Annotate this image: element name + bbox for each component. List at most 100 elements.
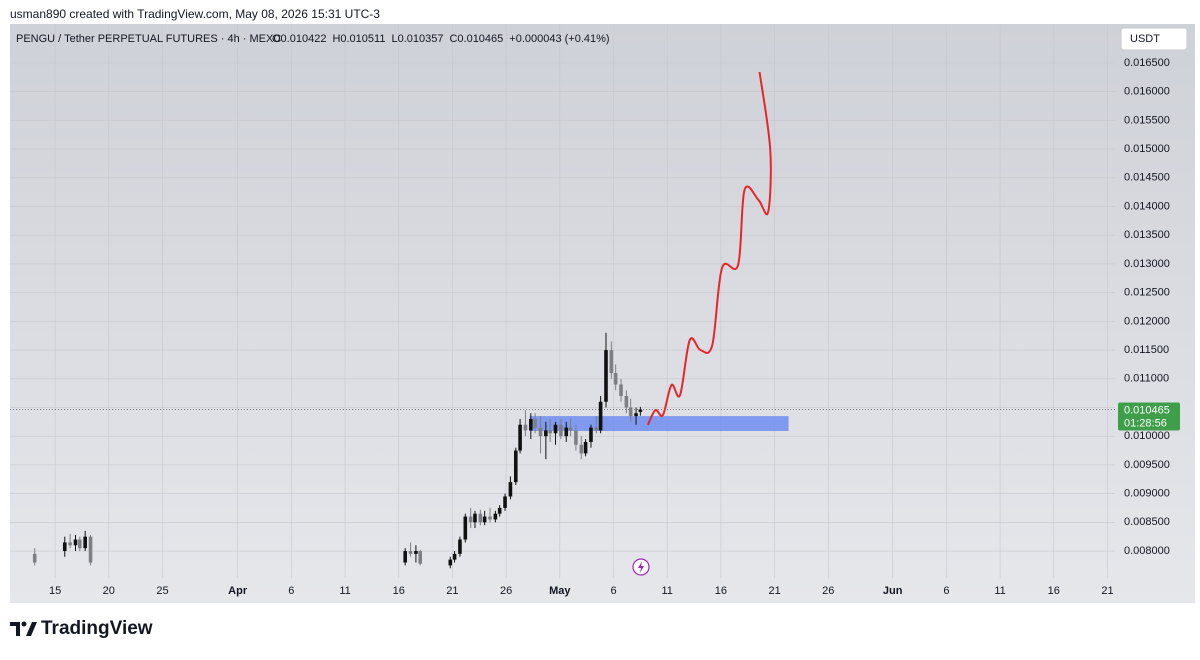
- candle-body: [604, 350, 608, 402]
- candle-body: [493, 513, 498, 520]
- y-tick-label: 0.014500: [1124, 172, 1170, 184]
- y-tick-label: 0.010000: [1124, 430, 1170, 442]
- candle-body: [594, 427, 599, 431]
- candle-body: [458, 539, 462, 554]
- y-tick-label: 0.013500: [1124, 229, 1170, 241]
- chart-title: PENGU / Tether PERPETUAL FUTURES · 4h · …: [16, 33, 281, 45]
- y-tick-label: 0.011000: [1124, 373, 1169, 385]
- x-tick-label: 20: [103, 585, 115, 597]
- ohlc-value: H0.010511: [332, 33, 385, 45]
- x-tick-label: 6: [610, 585, 616, 597]
- candle-body: [568, 427, 573, 431]
- x-tick-label: 11: [994, 585, 1005, 597]
- candle-body: [638, 409, 643, 412]
- event-icon[interactable]: [632, 558, 650, 576]
- candle-body: [609, 350, 614, 374]
- x-tick-label: 16: [715, 585, 727, 597]
- last-price-label: 0.010465: [1124, 404, 1170, 416]
- candle-body: [613, 373, 618, 385]
- candle-body: [553, 424, 558, 434]
- candle-body: [448, 559, 453, 566]
- credit: usman890 created with TradingView.com, M…: [10, 7, 380, 21]
- x-tick-label: 26: [500, 585, 512, 597]
- y-tick-label: 0.015500: [1124, 114, 1170, 126]
- x-tick-label: 21: [768, 585, 780, 597]
- x-tick-label: 15: [49, 585, 61, 597]
- candle-body: [513, 450, 518, 483]
- x-tick-label: 25: [156, 585, 168, 597]
- candle-body: [78, 539, 82, 549]
- candle-body: [523, 424, 528, 431]
- ohlc-value: C0.010465: [449, 33, 503, 45]
- ohlc-value: +0.000043 (+0.41%): [509, 33, 609, 45]
- y-tick-label: 0.008500: [1124, 516, 1170, 528]
- candle-body: [32, 553, 37, 563]
- x-tick-label: 21: [1101, 585, 1113, 597]
- x-tick-label: Jun: [883, 585, 903, 597]
- candle-body: [634, 413, 638, 417]
- candle-body: [473, 513, 477, 523]
- candle-body: [579, 444, 584, 454]
- x-tick-label: 11: [661, 585, 672, 597]
- currency-button[interactable]: [1120, 27, 1188, 51]
- candle-body: [529, 418, 533, 431]
- chart-background: [10, 24, 1195, 603]
- y-tick-label: 0.014000: [1124, 200, 1170, 212]
- ohlc-value: O0.010422: [272, 33, 326, 45]
- candle-body: [83, 536, 87, 549]
- candle-body: [452, 553, 457, 560]
- candle-body: [619, 384, 623, 396]
- y-tick-label: 0.012500: [1124, 287, 1170, 299]
- candle-body: [624, 395, 629, 408]
- x-tick-label: Apr: [228, 585, 248, 597]
- candle-body: [62, 542, 67, 552]
- x-tick-label: 16: [1048, 585, 1060, 597]
- candle-body: [598, 401, 603, 431]
- candle-body: [628, 407, 633, 417]
- candle-body: [564, 427, 569, 437]
- y-tick-label: 0.013000: [1124, 258, 1170, 270]
- brand-logo: [10, 621, 37, 636]
- candle-body: [589, 427, 593, 442]
- x-tick-label: 6: [288, 585, 294, 597]
- candle-body: [73, 539, 78, 546]
- candle-body: [468, 516, 473, 523]
- last-price-tag: [1118, 402, 1180, 431]
- candle-body: [488, 516, 492, 520]
- candle-body: [548, 430, 552, 434]
- candle-body: [544, 430, 548, 437]
- projection-line: [646, 71, 772, 426]
- candle-body: [403, 551, 407, 563]
- candle-body: [478, 513, 483, 523]
- candle-body: [559, 424, 563, 437]
- support-zone: [529, 416, 789, 432]
- candle-body: [68, 542, 72, 546]
- x-tick-label: May: [549, 585, 571, 597]
- y-tick-label: 0.016000: [1124, 86, 1170, 98]
- candle-body: [414, 551, 418, 554]
- y-tick-label: 0.008000: [1124, 545, 1170, 557]
- candle-body: [408, 551, 413, 554]
- x-tick-label: 21: [446, 585, 458, 597]
- candle-body: [503, 496, 507, 508]
- candle-body: [574, 430, 578, 445]
- x-tick-label: 26: [822, 585, 834, 597]
- candle-body: [418, 551, 423, 564]
- y-tick-label: 0.011500: [1124, 344, 1169, 356]
- currency-label: USDT: [1130, 33, 1160, 45]
- candle-body: [508, 482, 513, 497]
- candle-body: [583, 441, 588, 454]
- candle-body: [533, 418, 537, 428]
- candle-body: [463, 516, 468, 540]
- candle-body: [88, 536, 93, 563]
- candle-body: [518, 424, 522, 451]
- y-tick-label: 0.015000: [1124, 143, 1170, 155]
- x-tick-label: 16: [393, 585, 405, 597]
- countdown-label: 01:28:56: [1124, 417, 1167, 429]
- y-tick-label: 0.012000: [1124, 315, 1170, 327]
- candle-body: [482, 516, 487, 523]
- y-tick-label: 0.009000: [1124, 488, 1170, 500]
- candle-body: [497, 507, 502, 514]
